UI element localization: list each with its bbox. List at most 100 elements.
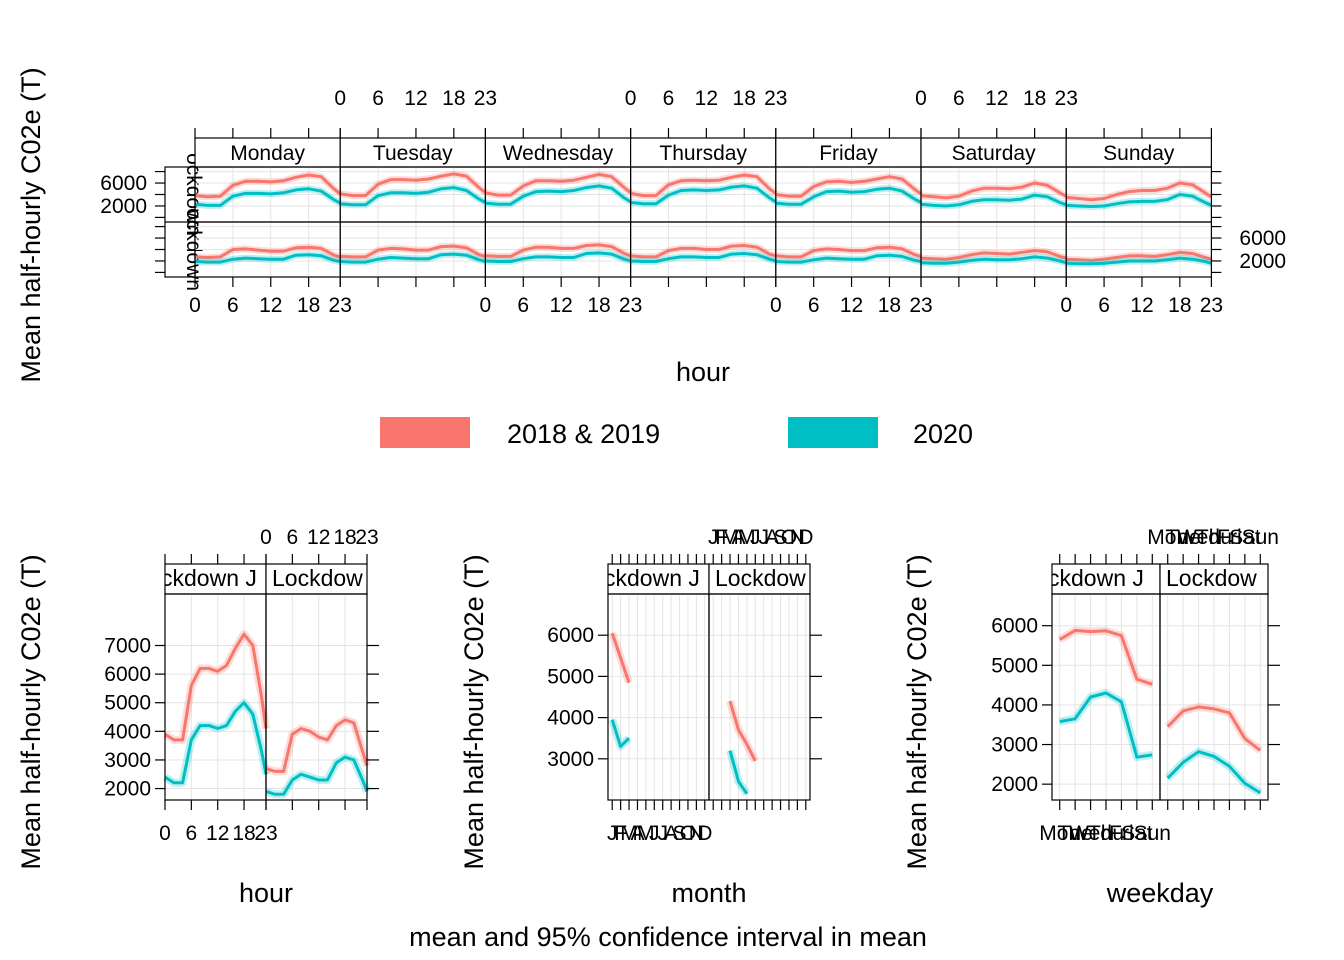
x-tick-label: Sat [1229, 526, 1261, 549]
x-tick-label: M [738, 526, 756, 549]
footer-caption: mean and 95% confidence interval in mean [409, 922, 927, 952]
x-axis-title: hour [676, 357, 730, 387]
strip [607, 563, 710, 595]
x-axis-title: weekday [1106, 878, 1214, 908]
series-line [1058, 628, 1153, 686]
x-tick-label: Wed [1069, 822, 1112, 845]
x-tick-label: 0 [189, 294, 201, 317]
series-line [1166, 705, 1262, 752]
x-tick-label: N [689, 822, 704, 845]
series-line [194, 173, 342, 199]
x-tick-label: 12 [404, 87, 427, 110]
series-line [265, 755, 369, 796]
strip-text-group: Lockdow [1166, 565, 1257, 591]
weekday-chart: ckdown JMonTueWedThuFriSatSunLockdowMonT… [902, 526, 1280, 908]
x-tick-label: 23 [1055, 87, 1078, 110]
x-tick-label: 18 [333, 526, 356, 549]
legend-label-2: 2020 [913, 419, 973, 449]
row-strip-label-2: ockdown [182, 208, 205, 291]
x-tick-label: 0 [480, 294, 492, 317]
series-line [339, 172, 487, 198]
y-tick-label: 6000 [991, 615, 1038, 638]
x-tick-label: 18 [1168, 294, 1191, 317]
x-tick-label: D [798, 526, 813, 549]
strip-label: Lockdow [1166, 565, 1257, 591]
panel-sunday-row-1 [1065, 166, 1214, 223]
x-tick-label: 6 [287, 526, 299, 549]
x-tick-label: 6 [808, 294, 820, 317]
x-tick-label: 0 [260, 526, 272, 549]
x-tick-label: 23 [355, 526, 378, 549]
x-tick-label: F [715, 526, 728, 549]
strip-label-friday: Friday [819, 142, 878, 165]
x-tick-label: S [774, 526, 788, 549]
x-tick-label: 6 [372, 87, 384, 110]
x-tick-label: O [781, 526, 797, 549]
strip [1159, 563, 1269, 595]
y-axis-title: Mean half-hourly C02e (T) [16, 67, 46, 382]
panel-wednesday-row-1 [484, 166, 633, 223]
x-tick-label: 12 [1130, 294, 1153, 317]
series-line [265, 718, 369, 773]
series-line [194, 187, 341, 207]
x-tick-label: J [750, 526, 761, 549]
y-tick-label: 4000 [104, 720, 151, 743]
x-axis-title: month [671, 878, 746, 908]
x-tick-label: 12 [985, 87, 1008, 110]
panel-tuesday-row-2 [339, 221, 487, 278]
strip-tuesday [339, 137, 487, 168]
y-tick-label: 2000 [104, 778, 151, 801]
panel-1: ckdown J [1051, 563, 1161, 801]
y-axis-title: Mean half-hourly C02e (T) [16, 554, 46, 869]
strip-label-thursday: Thursday [659, 142, 747, 165]
strip-label-saturday: Saturday [952, 142, 1037, 165]
x-tick-label: 23 [329, 294, 352, 317]
x-tick-label: A [664, 822, 678, 845]
panel-friday-row-1 [775, 166, 924, 223]
panel-monday-row-2 [194, 221, 342, 278]
x-tick-label: Tue [1057, 822, 1092, 845]
x-tick-label: 12 [307, 526, 330, 549]
x-tick-label: 12 [206, 822, 229, 845]
x-tick-label: O [680, 822, 696, 845]
panel-monday-row-1 [194, 166, 343, 223]
series-line [630, 244, 777, 259]
x-tick-label: Mon [1147, 526, 1188, 549]
x-tick-label: A [731, 526, 745, 549]
series-line [164, 632, 268, 742]
panel-2: Lockdow [708, 563, 811, 801]
x-tick-label: 12 [259, 294, 282, 317]
x-tick-label: 18 [587, 294, 610, 317]
panel-thursday-row-1 [629, 166, 778, 223]
series-line [630, 173, 777, 198]
x-tick-label: A [765, 526, 779, 549]
y-tick-label: 2000 [100, 195, 147, 218]
x-tick-label: 23 [254, 822, 277, 845]
panel-border [708, 593, 811, 801]
series-line [1066, 181, 1213, 202]
x-tick-label: Sun [1242, 526, 1279, 549]
x-tick-label: 23 [909, 294, 932, 317]
x-tick-label: Wed [1177, 526, 1220, 549]
series-line [775, 175, 922, 198]
strip-label-sunday: Sunday [1103, 142, 1175, 165]
y-tick-label: 3000 [547, 748, 594, 771]
panel-sunday-row-2 [1065, 221, 1213, 278]
series-line [630, 252, 777, 263]
y-tick-label: 5000 [991, 654, 1038, 677]
strip-label-wednesday: Wednesday [503, 142, 614, 165]
x-tick-label: 6 [227, 294, 239, 317]
series-line [610, 719, 631, 748]
series-line [1066, 250, 1212, 262]
x-tick-label: 6 [517, 294, 529, 317]
x-axis-title: hour [239, 878, 293, 908]
series-line [485, 172, 632, 197]
series-line [728, 700, 757, 762]
x-tick-label: A [630, 822, 644, 845]
x-tick-label: 0 [915, 87, 927, 110]
strip-label-monday: Monday [230, 142, 305, 165]
x-tick-label: Mon [1039, 822, 1080, 845]
panel-2: Lockdow [1159, 563, 1269, 801]
